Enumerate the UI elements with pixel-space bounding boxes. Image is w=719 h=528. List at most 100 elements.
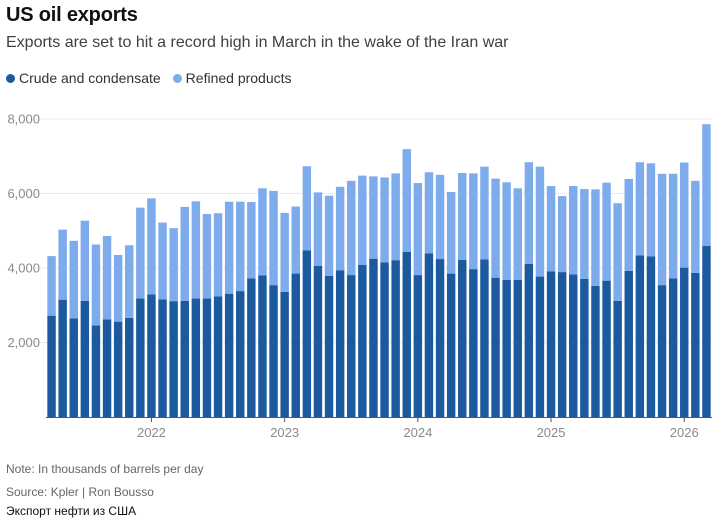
bar-refined-products <box>191 201 201 299</box>
bar-crude-and-condensate <box>280 291 289 417</box>
bar-crude-and-condensate <box>158 299 167 417</box>
bar-crude-and-condensate <box>702 246 711 417</box>
legend-swatch-crude <box>6 73 15 83</box>
bar-refined-products <box>569 186 578 275</box>
bar-crude-and-condensate <box>47 315 56 417</box>
bar-crude-and-condensate <box>657 285 667 417</box>
x-tick-label: 2022 <box>137 425 166 440</box>
bar-refined-products <box>102 235 112 320</box>
bar-crude-and-condensate <box>591 285 600 417</box>
bar-crude-and-condensate <box>169 301 178 417</box>
bar-refined-products <box>613 203 622 301</box>
bar-refined-products <box>524 162 534 264</box>
bar-crude-and-condensate <box>236 291 245 417</box>
bar-refined-products <box>169 228 178 302</box>
bar-crude-and-condensate <box>213 296 223 417</box>
bar-refined-products <box>513 188 522 280</box>
legend-label-crude: Crude and condensate <box>19 70 161 86</box>
bar-crude-and-condensate <box>369 258 378 417</box>
bar-crude-and-condensate <box>535 276 545 417</box>
bar-refined-products <box>347 180 356 276</box>
bar-refined-products <box>247 202 256 279</box>
bar-crude-and-condensate <box>680 267 689 417</box>
bar-refined-products <box>535 166 545 277</box>
x-tick-label: 2024 <box>403 425 432 440</box>
chart-title: US oil exports <box>6 4 138 26</box>
bar-crude-and-condensate <box>291 273 300 417</box>
bar-crude-and-condensate <box>180 300 189 417</box>
bar-crude-and-condensate <box>69 318 78 417</box>
image-caption: Экспорт нефти из США <box>6 504 137 518</box>
bar-refined-products <box>602 182 611 281</box>
bar-crude-and-condensate <box>613 300 622 417</box>
bar-refined-products <box>458 173 467 260</box>
axes: 2,000 4,000 6,000 8,000 2022 2023 2024 2025 2026 <box>7 112 712 440</box>
bar-crude-and-condensate <box>247 278 256 417</box>
bar-refined-products <box>691 180 700 273</box>
bar-crude-and-condensate <box>113 321 123 417</box>
bar-crude-and-condensate <box>602 280 611 417</box>
bar-crude-and-condensate <box>136 298 145 417</box>
bar-crude-and-condensate <box>646 256 656 417</box>
bar-crude-and-condensate <box>380 262 389 417</box>
bar-crude-and-condensate <box>513 279 522 417</box>
bar-refined-products <box>136 207 145 299</box>
bar-refined-products <box>224 201 234 294</box>
bar-refined-products <box>125 245 134 318</box>
bar-crude-and-condensate <box>668 278 678 417</box>
bar-crude-and-condensate <box>358 265 367 417</box>
bar-crude-and-condensate <box>502 279 511 417</box>
bar-refined-products <box>358 175 367 266</box>
bar-crude-and-condensate <box>413 275 423 417</box>
bar-crude-and-condensate <box>58 299 67 417</box>
bar-refined-products <box>435 174 445 260</box>
bar-crude-and-condensate <box>446 273 456 417</box>
bar-refined-products <box>668 173 678 279</box>
stacked-bar-chart: 2,000 4,000 6,000 8,000 2022 2023 2024 2025 2026 <box>7 112 712 440</box>
bar-crude-and-condensate <box>557 272 567 417</box>
bar-refined-products <box>624 178 633 271</box>
bar-crude-and-condensate <box>347 275 356 417</box>
bar-crude-and-condensate <box>125 317 134 417</box>
bar-refined-products <box>80 220 90 301</box>
bar-refined-products <box>369 176 378 259</box>
bar-refined-products <box>546 186 556 272</box>
bar-crude-and-condensate <box>91 325 101 417</box>
bar-crude-and-condensate <box>435 259 445 417</box>
bar-refined-products <box>302 166 312 251</box>
bar-crude-and-condensate <box>458 259 467 417</box>
bar-crude-and-condensate <box>147 294 156 417</box>
bar-crude-and-condensate <box>102 319 112 417</box>
bar-crude-and-condensate <box>302 250 312 417</box>
footnote: Note: In thousands of barrels per day <box>6 462 204 476</box>
bars <box>47 124 711 417</box>
bar-refined-products <box>446 192 456 274</box>
source-note: Source: Kpler | Ron Bousso <box>6 485 154 499</box>
bar-refined-products <box>280 212 289 292</box>
bar-crude-and-condensate <box>80 300 90 417</box>
bar-refined-products <box>91 244 101 326</box>
bar-crude-and-condensate <box>335 270 345 417</box>
bar-refined-products <box>491 178 500 278</box>
bar-refined-products <box>424 172 434 254</box>
bar-refined-products <box>635 162 645 256</box>
bar-refined-products <box>557 196 567 273</box>
bar-refined-products <box>258 188 267 276</box>
bar-refined-products <box>402 149 411 252</box>
bar-crude-and-condensate <box>691 272 700 417</box>
bar-refined-products <box>236 201 245 292</box>
bar-crude-and-condensate <box>491 277 500 417</box>
bar-refined-products <box>391 173 400 261</box>
bar-crude-and-condensate <box>524 263 534 417</box>
bar-refined-products <box>313 192 323 266</box>
legend-swatch-refined <box>172 73 182 83</box>
bar-refined-products <box>380 177 389 263</box>
bar-refined-products <box>180 206 189 301</box>
legend-item-refined: Refined products <box>172 70 292 86</box>
bar-refined-products <box>680 162 689 268</box>
bar-crude-and-condensate <box>424 253 434 417</box>
bar-crude-and-condensate <box>324 275 334 417</box>
bar-refined-products <box>646 163 656 257</box>
legend-item-crude: Crude and condensate <box>6 70 161 86</box>
bar-refined-products <box>335 186 345 271</box>
